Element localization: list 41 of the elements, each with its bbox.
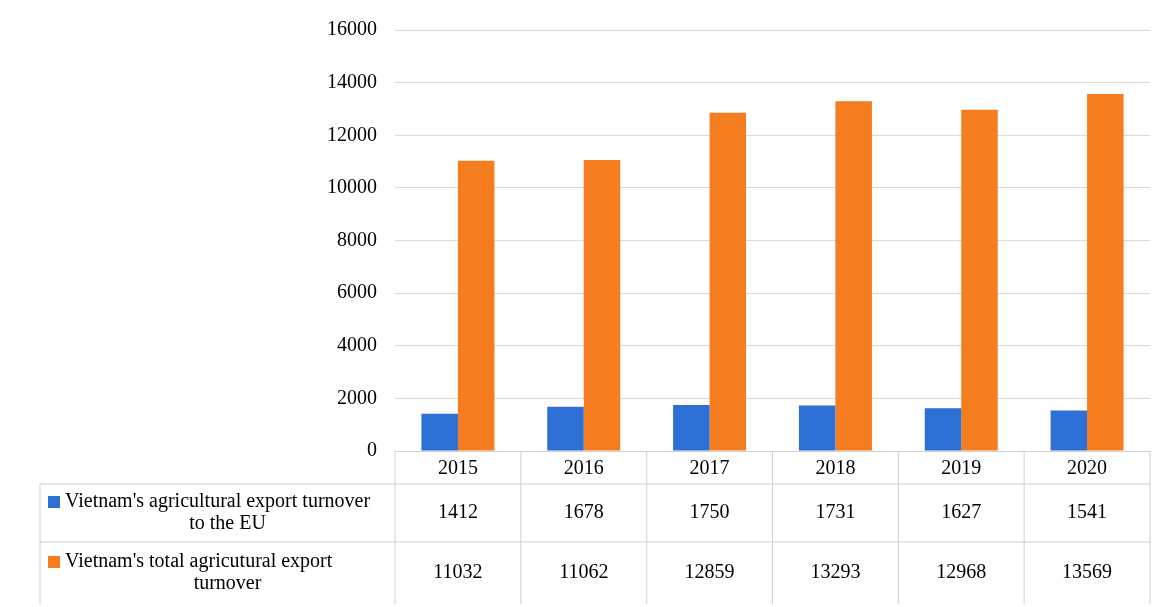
bar bbox=[709, 112, 747, 451]
x-tick-label: 2019 bbox=[941, 456, 982, 479]
bar bbox=[798, 405, 836, 451]
data-label: 1750 bbox=[689, 500, 730, 523]
y-tick-label: 8000 bbox=[337, 227, 377, 250]
data-label: 1731 bbox=[815, 500, 856, 523]
bar bbox=[547, 406, 584, 451]
bar bbox=[457, 160, 495, 451]
data-label: 12859 bbox=[684, 560, 735, 583]
data-label: 1627 bbox=[941, 500, 982, 523]
y-tick-label: 0 bbox=[367, 438, 377, 461]
legend-label: Vietnam's total agricutural export turnover bbox=[65, 549, 333, 594]
bar bbox=[421, 413, 458, 451]
y-tick-label: 2000 bbox=[337, 385, 377, 408]
x-tick-label: 2016 bbox=[563, 456, 604, 479]
y-tick-label: 6000 bbox=[337, 280, 377, 303]
bar bbox=[835, 101, 872, 451]
data-label: 1412 bbox=[437, 500, 478, 523]
y-tick-label: 12000 bbox=[327, 122, 377, 145]
y-tick-label: 10000 bbox=[327, 175, 377, 198]
data-label: 1541 bbox=[1067, 500, 1108, 523]
x-tick-label: 2017 bbox=[689, 456, 730, 479]
bar bbox=[1050, 410, 1088, 451]
bar bbox=[961, 109, 998, 451]
data-label: 13569 bbox=[1062, 560, 1113, 583]
bar bbox=[673, 404, 710, 451]
data-label: 12968 bbox=[936, 560, 987, 583]
y-tick-label: 14000 bbox=[327, 69, 377, 92]
y-tick-label: 16000 bbox=[327, 17, 377, 40]
data-label: 11032 bbox=[433, 560, 483, 583]
x-tick-label: 2015 bbox=[437, 456, 478, 479]
bar bbox=[583, 159, 621, 451]
bar bbox=[1087, 93, 1124, 451]
x-tick-label: 2020 bbox=[1067, 456, 1108, 479]
data-label: 1678 bbox=[563, 500, 604, 523]
data-label: 13293 bbox=[810, 560, 861, 583]
legend-label: Vietnam's agricultural export turnover to the EU bbox=[65, 489, 371, 534]
y-tick-label: 4000 bbox=[337, 333, 377, 355]
bar bbox=[924, 408, 962, 451]
x-tick-label: 2018 bbox=[815, 456, 856, 479]
data-label: 11062 bbox=[559, 560, 609, 583]
